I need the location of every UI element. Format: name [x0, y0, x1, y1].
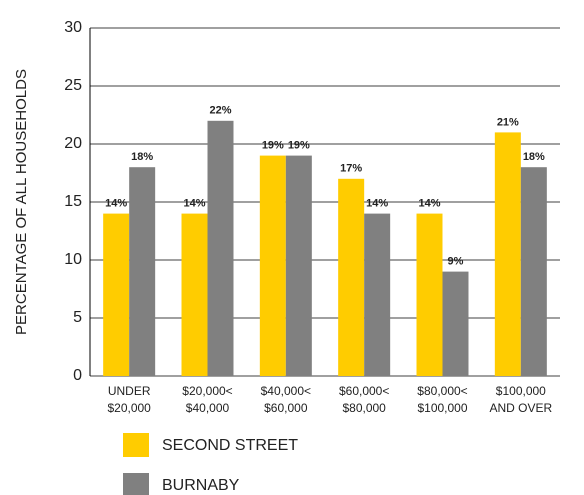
data-label: 17% [340, 163, 362, 175]
data-label: 22% [209, 105, 231, 117]
bar [285, 155, 312, 376]
data-label: 9% [448, 256, 464, 268]
y-tick-label: 0 [73, 367, 82, 384]
bar [364, 213, 391, 376]
bar [442, 271, 469, 376]
bar [207, 120, 234, 376]
x-tick-label: $80,000 [342, 401, 386, 415]
x-tick-label: AND OVER [489, 401, 552, 415]
x-tick-label: $20,000 [107, 401, 151, 415]
data-label: 14% [183, 198, 205, 210]
legend-label: SECOND STREET [162, 437, 298, 454]
bar [494, 132, 521, 376]
x-tick-label: UNDER [108, 384, 151, 398]
x-tick-label: $100,000 [496, 384, 546, 398]
x-tick-label: $80,000< [417, 384, 467, 398]
data-label: 14% [418, 198, 440, 210]
y-axis-label: PERCENTAGE OF ALL HOUSEHOLDS [13, 69, 30, 335]
x-tick-label: $40,000< [261, 384, 311, 398]
x-tick-label: $100,000 [417, 401, 467, 415]
data-label: 18% [523, 151, 545, 163]
data-label: 19% [262, 140, 284, 152]
bar [338, 178, 365, 376]
data-label: 14% [366, 198, 388, 210]
bar [259, 155, 286, 376]
data-label: 18% [131, 151, 153, 163]
y-tick-label: 10 [64, 251, 82, 268]
data-label: 19% [288, 140, 310, 152]
y-tick-label: 25 [64, 77, 82, 94]
x-tick-label: $40,000 [186, 401, 230, 415]
bar [129, 167, 156, 376]
y-tick-label: 30 [64, 19, 82, 36]
legend-swatch [123, 433, 149, 457]
x-tick-label: $60,000 [264, 401, 308, 415]
bar [181, 213, 208, 376]
legend-swatch [123, 473, 149, 495]
bar [416, 213, 443, 376]
x-tick-label: $20,000< [182, 384, 232, 398]
y-tick-label: 20 [64, 135, 82, 152]
bar [520, 167, 547, 376]
bar [103, 213, 130, 376]
data-label: 14% [105, 198, 127, 210]
data-label: 21% [497, 116, 519, 128]
y-tick-label: 5 [73, 309, 82, 326]
x-tick-label: $60,000< [339, 384, 389, 398]
y-tick-label: 15 [64, 193, 82, 210]
legend-label: BURNABY [162, 477, 240, 494]
